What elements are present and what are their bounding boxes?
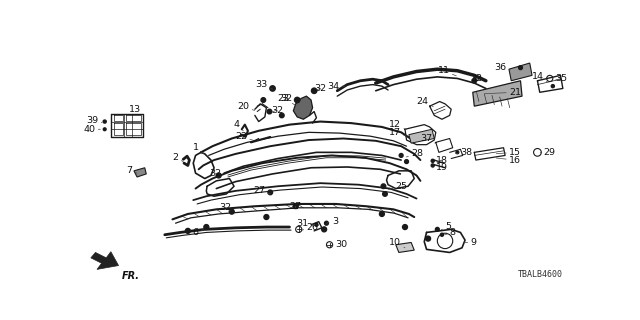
Circle shape bbox=[264, 215, 269, 220]
Text: 2: 2 bbox=[173, 153, 183, 162]
Text: 38: 38 bbox=[456, 148, 472, 157]
Circle shape bbox=[186, 228, 190, 233]
Circle shape bbox=[324, 221, 328, 225]
Circle shape bbox=[280, 113, 284, 118]
Text: 7: 7 bbox=[127, 166, 137, 175]
Text: 10: 10 bbox=[389, 238, 405, 248]
Text: 8: 8 bbox=[445, 228, 456, 237]
Text: 35: 35 bbox=[555, 74, 567, 83]
Text: 6: 6 bbox=[193, 228, 204, 237]
Circle shape bbox=[456, 151, 459, 154]
Circle shape bbox=[404, 160, 408, 164]
Text: 32: 32 bbox=[470, 74, 483, 83]
Text: 39: 39 bbox=[86, 116, 102, 125]
Text: 3: 3 bbox=[326, 217, 338, 226]
Circle shape bbox=[403, 225, 408, 229]
Text: 27: 27 bbox=[289, 202, 301, 211]
Circle shape bbox=[267, 109, 272, 114]
Text: 23: 23 bbox=[277, 94, 295, 105]
Text: 31: 31 bbox=[296, 219, 314, 228]
Circle shape bbox=[383, 192, 387, 196]
Circle shape bbox=[216, 173, 221, 178]
Text: 30: 30 bbox=[332, 240, 348, 249]
Text: 34: 34 bbox=[328, 82, 345, 91]
Text: 1: 1 bbox=[193, 143, 204, 154]
Text: FR.: FR. bbox=[122, 271, 140, 281]
Polygon shape bbox=[509, 63, 532, 81]
Text: 14: 14 bbox=[532, 72, 547, 82]
Circle shape bbox=[270, 86, 275, 91]
Text: 37: 37 bbox=[420, 134, 436, 143]
Text: 32: 32 bbox=[271, 106, 283, 115]
Polygon shape bbox=[473, 81, 522, 106]
Text: 29: 29 bbox=[540, 148, 556, 157]
Circle shape bbox=[315, 223, 318, 226]
Text: 11: 11 bbox=[438, 66, 456, 76]
Text: 32: 32 bbox=[220, 203, 232, 212]
Text: 28: 28 bbox=[406, 149, 423, 158]
Circle shape bbox=[380, 212, 385, 216]
Circle shape bbox=[399, 154, 403, 157]
Circle shape bbox=[229, 209, 234, 214]
Text: 26: 26 bbox=[302, 222, 319, 232]
Text: 21: 21 bbox=[484, 88, 521, 97]
Circle shape bbox=[293, 204, 298, 209]
Text: TBALB4600: TBALB4600 bbox=[518, 270, 563, 279]
Circle shape bbox=[472, 78, 477, 83]
Text: 18: 18 bbox=[436, 156, 448, 164]
Circle shape bbox=[103, 128, 106, 131]
Circle shape bbox=[204, 225, 209, 229]
Circle shape bbox=[322, 227, 326, 232]
Circle shape bbox=[551, 84, 554, 88]
Text: 19: 19 bbox=[433, 163, 448, 172]
Polygon shape bbox=[409, 129, 435, 143]
Circle shape bbox=[294, 97, 300, 103]
Circle shape bbox=[518, 66, 522, 69]
Text: 27: 27 bbox=[253, 186, 270, 195]
Text: 32: 32 bbox=[280, 94, 292, 103]
Circle shape bbox=[103, 120, 106, 123]
Text: 36: 36 bbox=[495, 63, 510, 72]
Circle shape bbox=[440, 233, 444, 236]
Text: 32: 32 bbox=[314, 84, 326, 93]
Text: 17: 17 bbox=[389, 128, 406, 137]
Polygon shape bbox=[293, 96, 312, 119]
Text: 40: 40 bbox=[83, 125, 100, 134]
Text: 16: 16 bbox=[496, 156, 521, 164]
Circle shape bbox=[431, 159, 435, 162]
Circle shape bbox=[312, 88, 317, 93]
Text: 15: 15 bbox=[496, 148, 521, 157]
Text: 5: 5 bbox=[442, 222, 451, 231]
Text: 22: 22 bbox=[235, 132, 253, 141]
Text: 25: 25 bbox=[388, 182, 408, 191]
Polygon shape bbox=[396, 243, 414, 252]
Circle shape bbox=[426, 236, 431, 241]
Text: 12: 12 bbox=[389, 120, 406, 130]
Circle shape bbox=[435, 228, 439, 231]
Circle shape bbox=[268, 190, 273, 195]
Text: 32: 32 bbox=[210, 169, 221, 178]
Text: 4: 4 bbox=[234, 120, 243, 131]
Text: 33: 33 bbox=[256, 80, 273, 89]
Text: 13: 13 bbox=[126, 105, 141, 116]
Circle shape bbox=[381, 184, 386, 188]
Text: 9: 9 bbox=[463, 238, 476, 247]
Polygon shape bbox=[134, 168, 147, 177]
Text: 20: 20 bbox=[237, 102, 255, 111]
Polygon shape bbox=[91, 252, 118, 269]
Text: 24: 24 bbox=[416, 97, 433, 107]
Circle shape bbox=[431, 164, 435, 167]
Circle shape bbox=[261, 98, 266, 102]
